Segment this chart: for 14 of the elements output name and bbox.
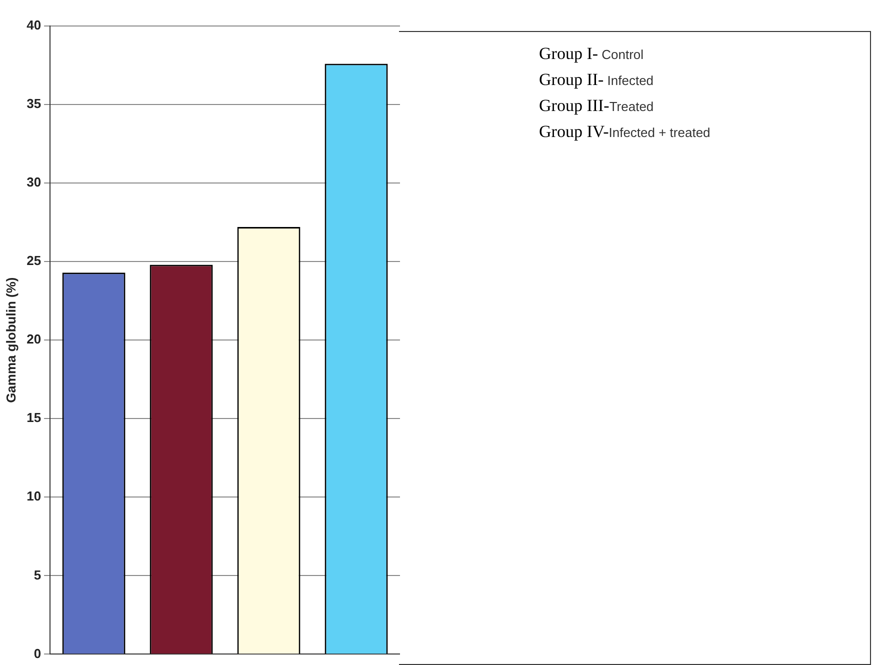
y-tick-label: 20	[26, 332, 42, 347]
y-tick-label: 0	[34, 646, 42, 661]
y-tick-label: 10	[26, 488, 42, 504]
text: Group III-Treated	[539, 96, 654, 115]
text: Group IV-Infected + treated	[539, 122, 710, 141]
y-axis-title: Gamma globulin (%)	[3, 277, 18, 403]
y-tick-label: 25	[26, 253, 42, 268]
y-tick-label: 40	[26, 18, 42, 33]
y-tick-label: 30	[26, 174, 42, 190]
y-tick-label: 5	[34, 567, 42, 582]
text: Group II- Infected	[539, 70, 654, 89]
text: Group I- Control	[539, 44, 644, 63]
y-tick-label: 35	[26, 96, 42, 112]
y-tick-label: 15	[26, 410, 42, 426]
